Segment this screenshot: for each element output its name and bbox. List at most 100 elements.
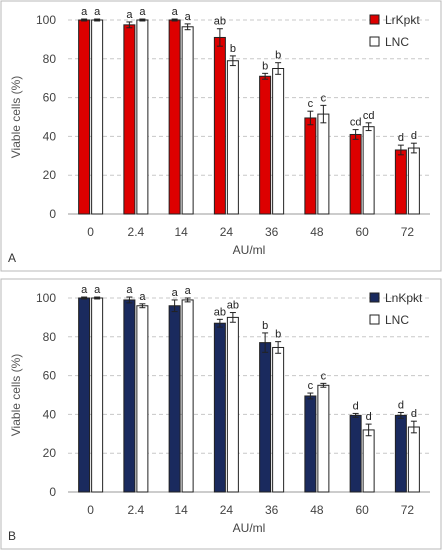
y-tick-label: 60 [43,91,57,105]
significance-label: a [81,284,88,296]
y-axis-title: Viable cells (%) [9,354,23,436]
bar-lrkpkt [259,75,272,215]
significance-label: b [275,50,281,62]
y-tick-label: 20 [43,446,57,460]
legend-label: LnKpkt [385,291,423,305]
x-tick-label: 72 [401,225,415,239]
y-axis-title: Viable cells (%) [9,76,23,158]
x-tick-label: 48 [310,503,324,517]
bar-lrkpkt [394,149,407,215]
bar-lnc [407,426,420,493]
bar-lnc [272,346,285,493]
x-tick-label: 24 [220,225,234,239]
x-tick-label: 0 [87,503,94,517]
y-tick-label: 0 [49,207,56,221]
bar-lnc [136,305,149,493]
significance-label: a [94,6,101,18]
bar-lnkpkt [213,322,226,493]
x-tick-label: 14 [174,503,188,517]
significance-label: d [411,408,417,420]
bar-lrkpkt [78,19,91,215]
legend-label: LNC [385,313,409,327]
panel-label: B [8,529,16,543]
significance-label: cd [350,117,362,129]
y-tick-label: 80 [43,330,57,344]
bar-lrkpkt [349,133,362,215]
bar-lnkpkt [394,414,407,493]
legend-swatch-lrkpkt [369,14,380,25]
x-axis-title: AU/ml [233,521,266,535]
y-tick-label: 60 [43,369,57,383]
bar-lrkpkt [123,24,136,215]
significance-label: a [172,6,179,18]
significance-label: b [230,43,236,55]
significance-label: d [353,400,359,412]
bar-lnc [317,113,330,215]
bar-lnc [362,126,375,215]
bar-lnc [272,68,285,215]
significance-label: cd [363,110,375,122]
significance-label: a [185,11,192,23]
significance-label: d [398,399,404,411]
legend-swatch-lnc [369,314,380,325]
legend-label: LrKpkt [385,13,420,27]
bar-lnc [317,384,330,493]
y-tick-label: 80 [43,52,57,66]
x-tick-label: 36 [265,503,279,517]
legend-swatch-lnc [369,36,380,47]
x-tick-label: 48 [310,225,324,239]
significance-label: d [398,132,404,144]
x-tick-label: 60 [355,503,369,517]
significance-label: ab [214,306,226,318]
significance-label: a [172,287,179,299]
significance-label: a [126,9,133,21]
chart-panel-b: 0 20 40 60 80 100 a a 0 a a 2.4 a a 14 ab ab 24 b b 36 c c 48 d d… [0,278,442,550]
significance-label: ab [214,16,226,28]
bar-lnkpkt [259,342,272,493]
bar-lnkpkt [349,414,362,493]
bar-lnc [407,147,420,215]
bar-lnkpkt [123,299,136,493]
y-tick-label: 100 [36,291,56,305]
significance-label: a [139,291,146,303]
significance-label: d [366,411,372,423]
bar-lnc [91,297,104,493]
legend-swatch-lnkpkt [369,292,380,303]
x-tick-label: 2.4 [128,225,145,239]
bar-lnkpkt [304,395,317,493]
significance-label: a [185,285,192,297]
bar-lrkpkt [168,19,181,215]
x-tick-label: 14 [174,225,188,239]
y-tick-label: 20 [43,168,57,182]
bar-lnc [226,60,239,215]
x-tick-label: 60 [355,225,369,239]
chart-panel-a: 0 20 40 60 80 100 a a 0 a a 2.4 a a 14 ab b 24 b b 36 c c 48 cd c… [0,0,442,272]
legend-label: LNC [385,35,409,49]
y-tick-label: 100 [36,13,56,27]
significance-label: c [308,98,314,110]
panel-label: A [8,251,16,265]
significance-label: a [94,284,101,296]
bar-lnc [91,19,104,215]
significance-label: c [308,380,314,392]
bar-lrkpkt [213,36,226,215]
bar-lnc [181,299,194,493]
bar-lrkpkt [304,117,317,215]
x-tick-label: 2.4 [128,503,145,517]
significance-label: d [411,130,417,142]
significance-label: a [81,6,88,18]
significance-label: a [126,284,133,296]
significance-label: a [139,6,146,18]
significance-label: b [262,60,268,72]
x-tick-label: 36 [265,225,279,239]
bar-lnkpkt [78,297,91,493]
x-tick-label: 24 [220,503,234,517]
y-tick-label: 40 [43,129,57,143]
y-tick-label: 40 [43,407,57,421]
bar-lnc [362,429,375,493]
x-tick-label: 0 [87,225,94,239]
significance-label: c [321,92,327,104]
bar-lnc [136,19,149,215]
